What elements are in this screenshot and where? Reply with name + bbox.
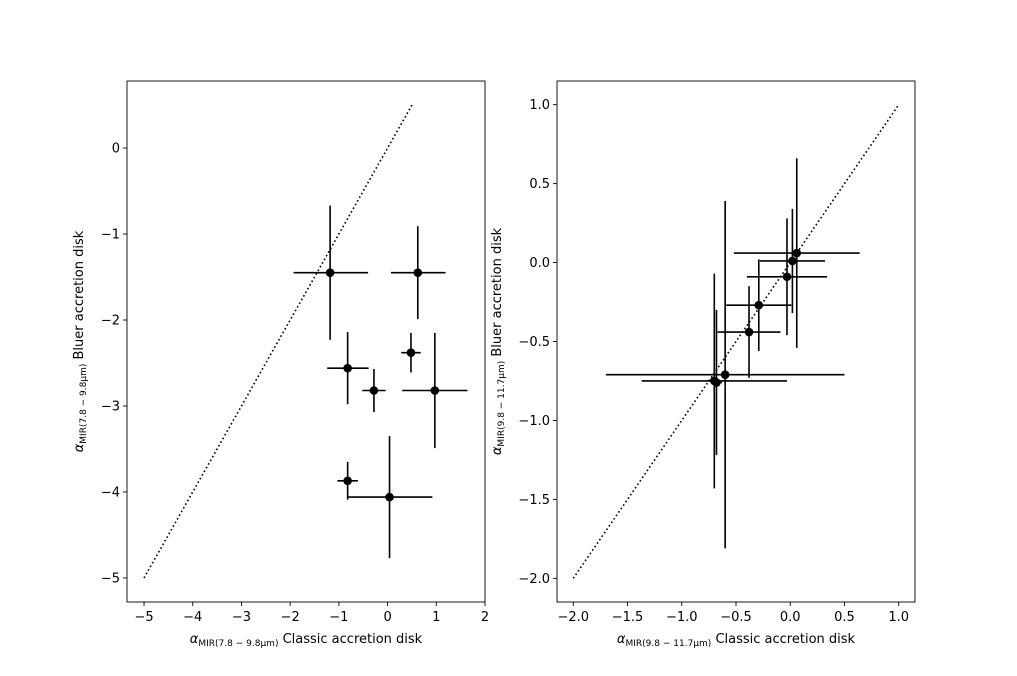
x-axis-label-symbol: α bbox=[617, 632, 626, 647]
data-point-group bbox=[733, 158, 860, 348]
data-point bbox=[430, 386, 440, 395]
data-point bbox=[343, 363, 352, 373]
y-axis-label-symbol: α bbox=[490, 446, 505, 455]
data-point-group bbox=[402, 332, 468, 449]
y-axis-label-text: Bluer accretion disk bbox=[490, 227, 505, 360]
right-scatter-panel: −2.0 −1.5 −1.0 −0.5 0.0 0.5 1.0 −2.0 −1.5 −1.0 −0.… bbox=[490, 80, 916, 649]
data-point bbox=[385, 492, 394, 502]
x-tick-label: −1.5 bbox=[612, 610, 644, 625]
data-point bbox=[720, 370, 730, 379]
data-point bbox=[712, 378, 721, 387]
data-point-group bbox=[293, 205, 369, 340]
y-axis-label-text: Bluer accretion disk bbox=[72, 230, 87, 363]
x-tick-label: −5 bbox=[134, 610, 153, 625]
y-tick-label: −3 bbox=[101, 399, 120, 414]
data-point-group bbox=[717, 286, 781, 378]
y-axis-label-subscript: MIR(7.8 − 9.8μm) bbox=[79, 364, 89, 444]
y-axis-label: αMIR(7.8 − 9.8μm) Bluer accretion disk bbox=[72, 230, 89, 452]
axes-frame bbox=[556, 80, 916, 603]
data-point bbox=[788, 256, 797, 266]
y-tick-label: 0.5 bbox=[529, 177, 550, 192]
data-point bbox=[406, 348, 416, 357]
x-tick-label: 0.5 bbox=[834, 610, 855, 625]
x-tick-label: −0.5 bbox=[720, 610, 752, 625]
data-point-group bbox=[337, 461, 358, 500]
data-point-group bbox=[726, 259, 792, 351]
x-tick-label: −4 bbox=[183, 610, 202, 625]
y-tick-label: 1.0 bbox=[529, 98, 550, 113]
y-axis-label-symbol: α bbox=[72, 443, 87, 452]
x-tick-label: −2 bbox=[281, 610, 300, 625]
data-point-group bbox=[746, 218, 828, 336]
data-point bbox=[413, 268, 423, 278]
one-to-one-reference-line bbox=[572, 104, 900, 579]
y-tick-label: −4 bbox=[101, 485, 120, 500]
x-tick-label: −1 bbox=[329, 610, 348, 625]
y-tick-label: −0.5 bbox=[518, 335, 550, 350]
x-tick-label: 1.0 bbox=[888, 610, 909, 625]
y-tick-label: −5 bbox=[101, 571, 120, 586]
x-axis-label-subscript: MIR(7.8 − 9.8μm) bbox=[198, 639, 278, 649]
data-point-group bbox=[362, 369, 386, 412]
data-point-group bbox=[605, 200, 845, 549]
x-tick-label: 1 bbox=[432, 610, 440, 625]
x-tick-label: −3 bbox=[232, 610, 251, 625]
x-tick-label: −1.0 bbox=[666, 610, 698, 625]
x-tick-label: 2 bbox=[481, 610, 489, 625]
data-point bbox=[343, 476, 352, 486]
y-tick-label: −2 bbox=[101, 314, 120, 329]
x-axis-label-symbol: α bbox=[190, 632, 199, 647]
y-tick-label: −2.0 bbox=[518, 572, 550, 587]
data-point-group bbox=[711, 309, 722, 456]
x-tick-label: −2.0 bbox=[557, 610, 589, 625]
data-point-group bbox=[401, 332, 421, 373]
y-tick-label: −1 bbox=[101, 228, 120, 243]
y-tick-label: 0.0 bbox=[529, 256, 550, 271]
x-axis-label: αMIR(9.8 − 11.7μm) Classic accretion dis… bbox=[617, 632, 856, 649]
data-point bbox=[325, 268, 335, 278]
y-axis-label-subscript: MIR(9.8 − 11.7μm) bbox=[497, 361, 507, 447]
data-point-group bbox=[759, 208, 825, 314]
data-point bbox=[782, 272, 792, 282]
x-tick-label: 0.0 bbox=[780, 610, 801, 625]
data-point bbox=[792, 248, 802, 258]
x-axis-label-subscript: MIR(9.8 − 11.7μm) bbox=[626, 639, 712, 649]
y-axis-label: αMIR(9.8 − 11.7μm) Bluer accretion disk bbox=[490, 227, 507, 455]
data-point-group bbox=[327, 332, 369, 405]
y-tick-label: 0 bbox=[112, 142, 120, 157]
data-point-group bbox=[390, 226, 446, 320]
x-tick-label: 0 bbox=[383, 610, 391, 625]
x-axis-label-text: Classic accretion disk bbox=[711, 632, 855, 647]
data-point bbox=[369, 386, 379, 395]
x-axis-label: αMIR(7.8 − 9.8μm) Classic accretion disk bbox=[190, 632, 423, 649]
x-axis-label-text: Classic accretion disk bbox=[278, 632, 422, 647]
data-point-group bbox=[347, 436, 433, 559]
axes-frame bbox=[126, 80, 486, 603]
y-tick-label: −1.0 bbox=[518, 414, 550, 429]
y-tick-label: −1.5 bbox=[518, 493, 550, 508]
data-point bbox=[744, 327, 754, 337]
data-point bbox=[754, 300, 764, 310]
